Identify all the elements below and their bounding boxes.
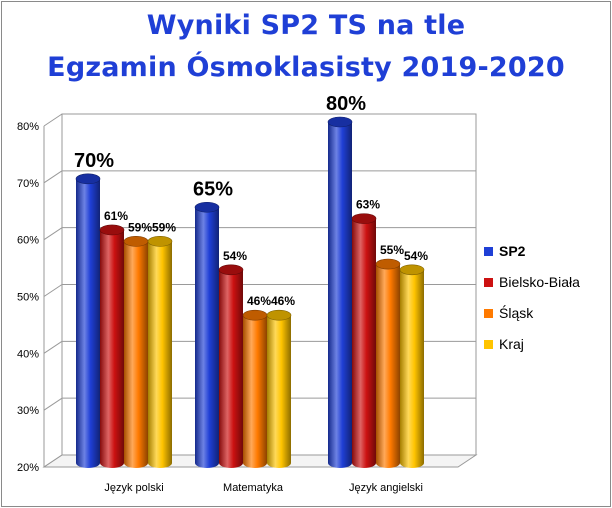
legend-swatch-sp2 (484, 246, 493, 256)
bar-body (100, 229, 124, 468)
bar-top (351, 213, 377, 224)
x-tick-label: Matematyka (223, 482, 284, 494)
y-tick-label: 40% (17, 348, 39, 360)
y-tick-label: 60% (17, 235, 39, 247)
bar-body (352, 218, 376, 468)
legend-item-kraj: Kraj (484, 336, 524, 352)
bar (375, 258, 401, 468)
bar-data-label: 59% (128, 220, 152, 234)
x-tick-label: Język angielski (349, 482, 423, 494)
bar-top (327, 116, 353, 128)
legend-label-kraj: Kraj (499, 336, 524, 352)
bar-top (75, 173, 101, 185)
gridline-side (43, 113, 63, 127)
bar-data-label: 46% (247, 294, 271, 308)
bar-data-label: 46% (271, 294, 295, 308)
gridline-side (43, 284, 63, 297)
bar-data-label: 61% (104, 209, 128, 223)
bar-top (375, 258, 401, 270)
x-tick-label: Język polski (104, 482, 163, 494)
bar (399, 264, 425, 468)
bar-top (194, 201, 220, 213)
gridline-side (43, 340, 63, 354)
bar-body (267, 315, 291, 468)
bar-body (400, 269, 424, 468)
bar (194, 201, 220, 468)
bar-body (219, 269, 243, 468)
bar-data-label: 54% (404, 249, 428, 263)
bar-body (124, 241, 148, 468)
legend-swatch-bielsko (484, 277, 493, 287)
bar-data-label: 80% (326, 93, 366, 115)
y-tick-label: 50% (17, 292, 39, 304)
y-tick-label: 80% (17, 121, 39, 133)
bar-top (123, 236, 149, 247)
legend-label-slask: Śląsk (499, 305, 534, 321)
bar-body (76, 178, 100, 469)
legend-label-bielsko: Bielsko-Biała (499, 274, 580, 290)
bar-top (99, 224, 125, 236)
bar-body (328, 122, 352, 468)
bar-body (195, 207, 219, 468)
bar-top (242, 309, 268, 321)
bar (242, 309, 268, 468)
bar (266, 309, 292, 468)
legend-label-sp2: SP2 (499, 243, 526, 259)
bar (123, 236, 149, 468)
legend-item-slask: Śląsk (484, 305, 533, 321)
bar-body (148, 241, 172, 468)
bar (327, 116, 353, 468)
bar-data-label: 65% (193, 178, 233, 200)
chart-title: Wyniki SP2 TS na tle (146, 10, 466, 41)
gridline-side (43, 454, 63, 468)
bar-top (218, 264, 244, 276)
bar-data-label: 63% (356, 198, 380, 212)
y-tick-label: 70% (17, 178, 39, 190)
bar-data-label: 54% (223, 249, 247, 263)
bar (99, 224, 125, 468)
gridline-side (43, 227, 63, 241)
legend-item-sp2: SP2 (484, 243, 525, 259)
chart-subtitle: Egzamin Ósmoklasisty 2019-2020 (47, 52, 565, 83)
legend-swatch-kraj (484, 339, 493, 349)
y-tick-label: 30% (17, 405, 39, 417)
bar (75, 173, 101, 469)
bar-data-label: 55% (380, 243, 404, 257)
gridline-side (43, 170, 63, 184)
bar (218, 264, 244, 468)
legend-item-bielsko: Bielsko-Biała (484, 274, 580, 290)
bar-data-label: 70% (74, 150, 114, 172)
bar-top (399, 264, 425, 276)
bar-top (266, 309, 292, 321)
bar-body (376, 264, 400, 468)
bar-body (243, 315, 267, 468)
bar-data-label: 59% (152, 220, 176, 234)
gridline-side (43, 397, 63, 411)
bar (147, 236, 173, 468)
legend-swatch-slask (484, 308, 493, 318)
y-tick-label: 20% (17, 462, 39, 474)
bar (351, 213, 377, 468)
bar-top (147, 236, 173, 247)
